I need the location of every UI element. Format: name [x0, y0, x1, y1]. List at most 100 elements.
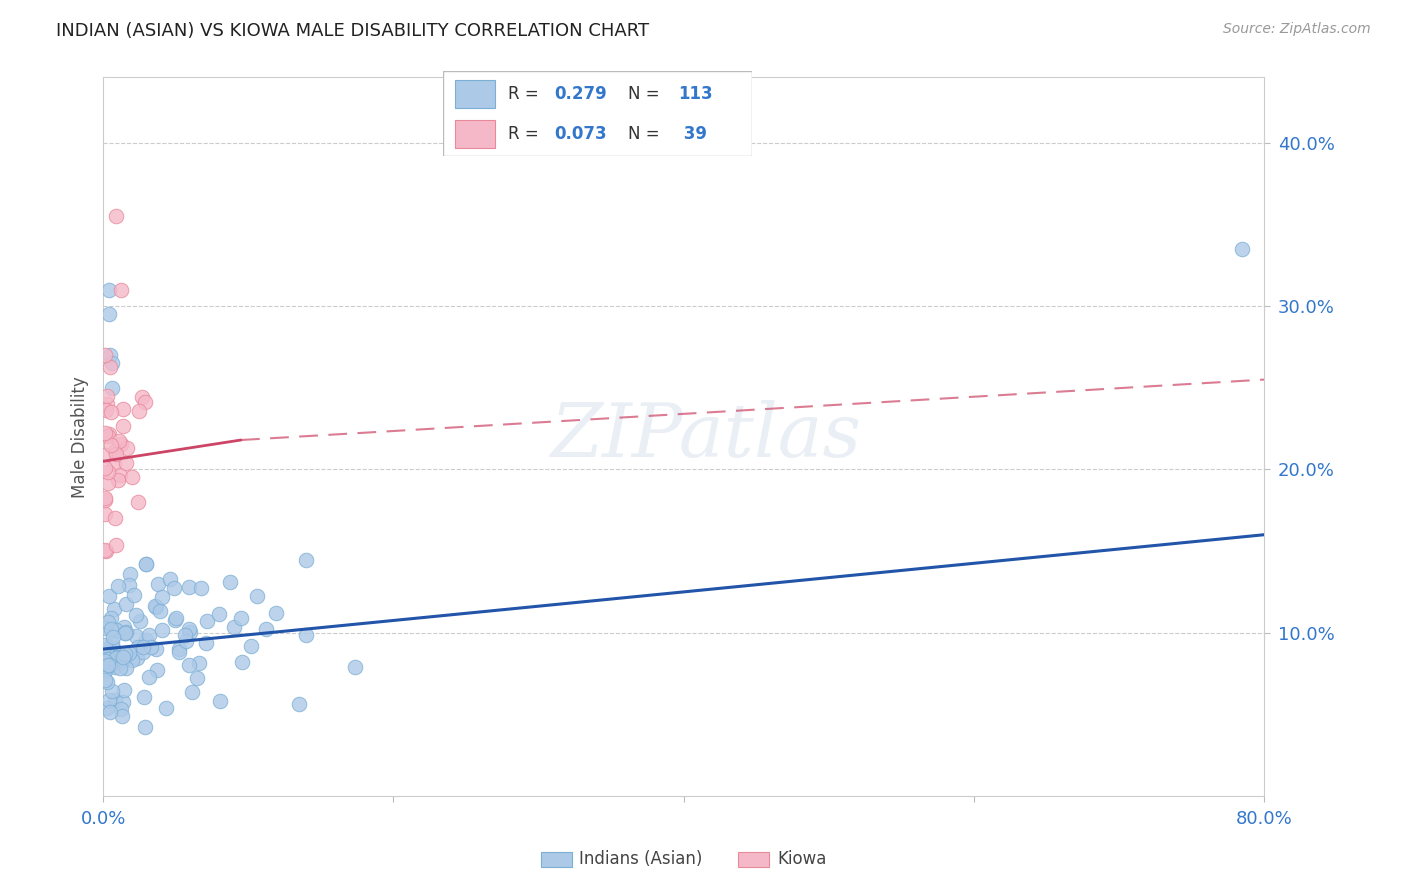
Point: [138, 628, 160, 642]
Point: [104, 693, 127, 707]
Point: [101, 381, 124, 395]
Point: [195, 614, 218, 628]
Point: [240, 639, 263, 653]
Point: [207, 607, 229, 622]
Point: [118, 578, 141, 592]
Text: INDIAN (ASIAN) VS KIOWA MALE DISABILITY CORRELATION CHART: INDIAN (ASIAN) VS KIOWA MALE DISABILITY …: [56, 22, 650, 40]
Point: [112, 654, 135, 668]
Point: [112, 683, 135, 698]
Point: [96, 389, 118, 403]
Point: [174, 628, 197, 642]
Point: [93, 508, 115, 522]
Point: [115, 661, 138, 675]
Point: [1232, 242, 1254, 256]
Point: [97, 283, 120, 297]
Point: [115, 442, 138, 456]
Point: [104, 444, 127, 458]
Point: [98, 705, 121, 719]
Point: [146, 664, 169, 678]
Point: [222, 620, 245, 634]
Point: [97, 429, 120, 443]
Point: [110, 708, 132, 723]
Point: [194, 635, 217, 649]
Point: [254, 623, 277, 637]
Text: Kiowa: Kiowa: [778, 850, 827, 868]
Point: [121, 652, 143, 666]
Point: [186, 671, 208, 685]
Point: [104, 446, 127, 460]
Point: [105, 656, 128, 670]
Point: [150, 590, 173, 604]
Point: [111, 654, 134, 668]
Point: [163, 581, 186, 595]
Point: [218, 574, 240, 589]
Point: [97, 658, 120, 673]
Point: [143, 599, 166, 614]
Point: [103, 602, 125, 616]
Point: [107, 579, 129, 593]
Point: [131, 390, 153, 404]
Point: [149, 604, 172, 618]
Point: [93, 654, 115, 668]
Point: [132, 645, 155, 659]
Text: Source: ZipAtlas.com: Source: ZipAtlas.com: [1223, 22, 1371, 37]
Text: 39: 39: [678, 125, 707, 143]
Point: [122, 588, 145, 602]
Point: [101, 635, 124, 649]
Point: [94, 657, 117, 671]
Text: R =: R =: [508, 85, 544, 103]
Point: [96, 674, 118, 689]
Point: [98, 360, 121, 375]
Point: [96, 641, 118, 656]
Point: [118, 566, 141, 581]
Point: [103, 458, 125, 472]
Point: [98, 589, 121, 603]
Point: [97, 476, 120, 491]
Point: [129, 615, 152, 629]
Point: [111, 402, 134, 417]
Point: [107, 473, 129, 487]
Text: Indians (Asian): Indians (Asian): [579, 850, 703, 868]
Text: 0.279: 0.279: [554, 85, 607, 103]
Point: [93, 543, 115, 558]
Point: [93, 493, 115, 508]
Point: [108, 434, 131, 448]
Point: [177, 580, 200, 594]
Text: 113: 113: [678, 85, 713, 103]
Point: [114, 626, 136, 640]
Point: [146, 577, 169, 591]
Point: [127, 495, 149, 509]
Point: [179, 625, 201, 640]
Point: [208, 693, 231, 707]
Point: [181, 685, 204, 699]
Point: [145, 641, 167, 656]
Point: [104, 659, 127, 673]
Point: [104, 623, 127, 637]
Point: [100, 611, 122, 625]
Point: [159, 572, 181, 586]
Point: [231, 656, 253, 670]
Point: [174, 634, 197, 648]
Point: [295, 628, 318, 642]
Point: [110, 702, 132, 716]
Point: [105, 650, 128, 665]
Point: [97, 652, 120, 666]
Point: [188, 657, 211, 671]
FancyBboxPatch shape: [456, 120, 495, 147]
Point: [98, 658, 121, 673]
FancyBboxPatch shape: [443, 71, 752, 156]
Point: [101, 684, 124, 698]
Point: [93, 665, 115, 679]
Point: [121, 470, 143, 484]
Point: [93, 638, 115, 652]
Point: [93, 448, 115, 462]
Point: [97, 466, 120, 480]
Point: [93, 426, 115, 441]
Point: [114, 647, 136, 661]
Point: [343, 659, 366, 673]
Y-axis label: Male Disability: Male Disability: [72, 376, 89, 498]
Point: [104, 511, 127, 525]
Point: [177, 622, 200, 636]
Point: [155, 700, 177, 714]
Point: [104, 651, 127, 665]
